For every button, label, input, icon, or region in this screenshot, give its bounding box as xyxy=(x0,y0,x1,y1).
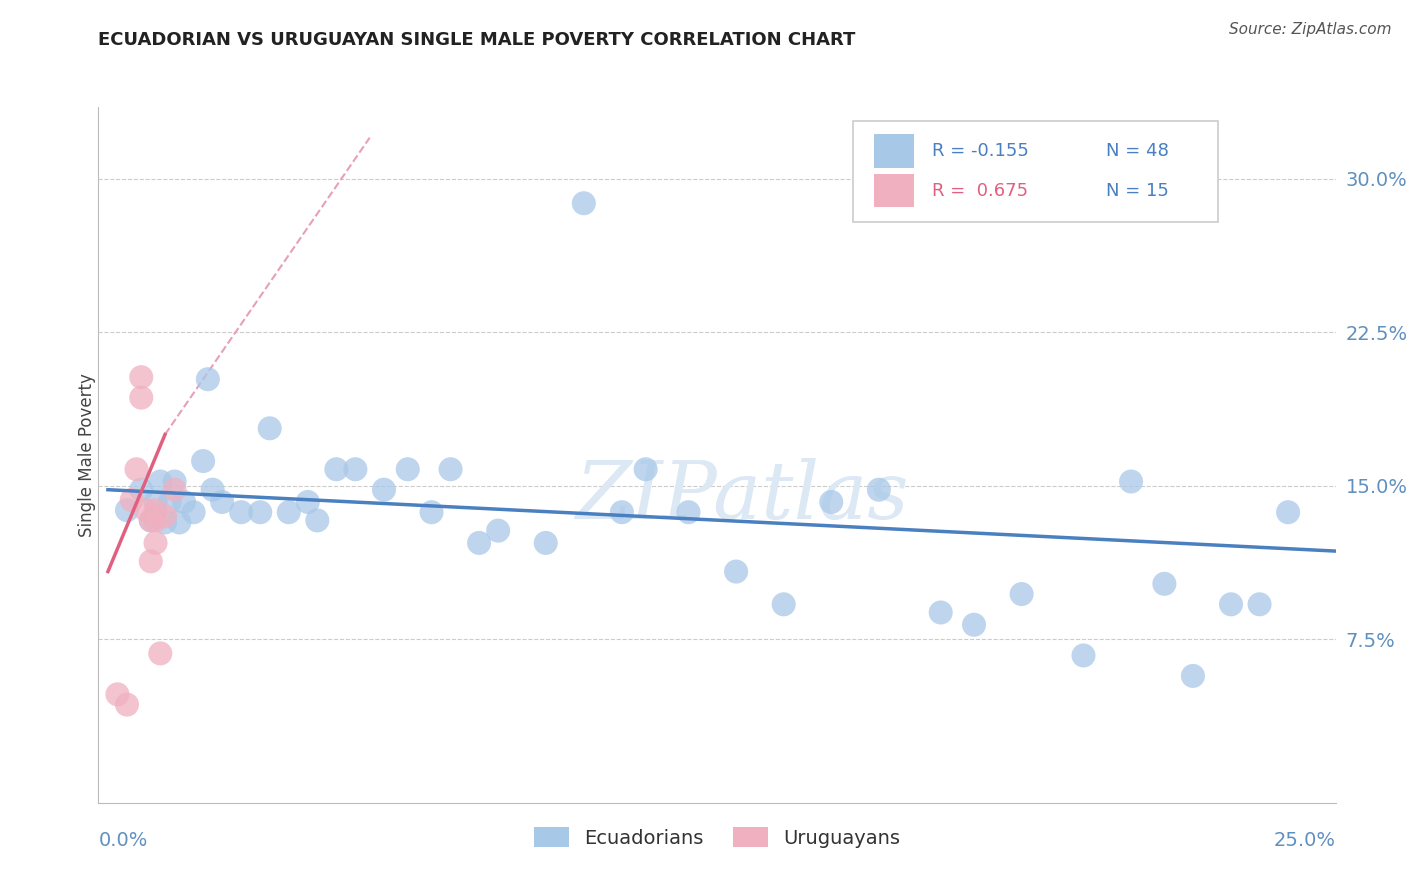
Point xyxy=(159,495,181,509)
Point xyxy=(678,505,700,519)
Point xyxy=(211,495,233,509)
Point xyxy=(1220,597,1243,611)
Point xyxy=(149,647,172,661)
Point xyxy=(307,513,329,527)
Point xyxy=(169,516,191,530)
Point xyxy=(420,505,443,519)
Point xyxy=(135,503,157,517)
Point xyxy=(820,495,842,509)
Text: N = 48: N = 48 xyxy=(1105,142,1168,160)
Point xyxy=(139,513,162,527)
Point xyxy=(115,503,138,517)
Point xyxy=(468,536,491,550)
Point xyxy=(572,196,595,211)
Point xyxy=(772,597,794,611)
Point xyxy=(139,513,162,527)
Point xyxy=(1181,669,1204,683)
Point xyxy=(1119,475,1142,489)
Point xyxy=(231,505,253,519)
Point xyxy=(259,421,281,435)
Point xyxy=(297,495,319,509)
Point xyxy=(534,536,557,550)
Point xyxy=(1073,648,1095,663)
Point xyxy=(163,483,186,497)
Point xyxy=(153,509,176,524)
Text: Source: ZipAtlas.com: Source: ZipAtlas.com xyxy=(1229,22,1392,37)
Point xyxy=(129,391,152,405)
Point xyxy=(929,606,952,620)
Point xyxy=(145,513,167,527)
Legend: Ecuadorians, Uruguayans: Ecuadorians, Uruguayans xyxy=(526,820,908,855)
Point xyxy=(1249,597,1271,611)
Point xyxy=(396,462,419,476)
Point xyxy=(163,475,186,489)
Point xyxy=(145,495,167,509)
Point xyxy=(439,462,461,476)
Text: 25.0%: 25.0% xyxy=(1274,830,1336,850)
Text: 0.0%: 0.0% xyxy=(98,830,148,850)
Point xyxy=(1011,587,1033,601)
Point xyxy=(139,554,162,568)
Point xyxy=(277,505,299,519)
Point xyxy=(634,462,657,476)
Point xyxy=(344,462,367,476)
Text: R =  0.675: R = 0.675 xyxy=(932,182,1028,200)
Point xyxy=(1153,577,1175,591)
Point xyxy=(1277,505,1299,519)
Point xyxy=(191,454,214,468)
Point xyxy=(107,687,129,701)
Point xyxy=(373,483,395,497)
Point xyxy=(197,372,219,386)
FancyBboxPatch shape xyxy=(875,134,914,168)
Point xyxy=(610,505,633,519)
FancyBboxPatch shape xyxy=(875,174,914,207)
Y-axis label: Single Male Poverty: Single Male Poverty xyxy=(79,373,96,537)
Point xyxy=(129,370,152,384)
Point xyxy=(115,698,138,712)
Point xyxy=(145,536,167,550)
Point xyxy=(183,505,205,519)
Point xyxy=(868,483,890,497)
Point xyxy=(963,617,986,632)
Point xyxy=(725,565,748,579)
Point xyxy=(173,495,195,509)
Text: ZIPatlas: ZIPatlas xyxy=(575,458,908,535)
Point xyxy=(249,505,271,519)
Point xyxy=(486,524,509,538)
Point xyxy=(145,503,167,517)
Point xyxy=(201,483,224,497)
Point xyxy=(121,492,143,507)
FancyBboxPatch shape xyxy=(853,121,1218,222)
Text: N = 15: N = 15 xyxy=(1105,182,1168,200)
Point xyxy=(325,462,347,476)
Point xyxy=(125,462,148,476)
Point xyxy=(129,483,152,497)
Text: R = -0.155: R = -0.155 xyxy=(932,142,1029,160)
Text: ECUADORIAN VS URUGUAYAN SINGLE MALE POVERTY CORRELATION CHART: ECUADORIAN VS URUGUAYAN SINGLE MALE POVE… xyxy=(98,31,856,49)
Point xyxy=(153,516,176,530)
Point xyxy=(149,475,172,489)
